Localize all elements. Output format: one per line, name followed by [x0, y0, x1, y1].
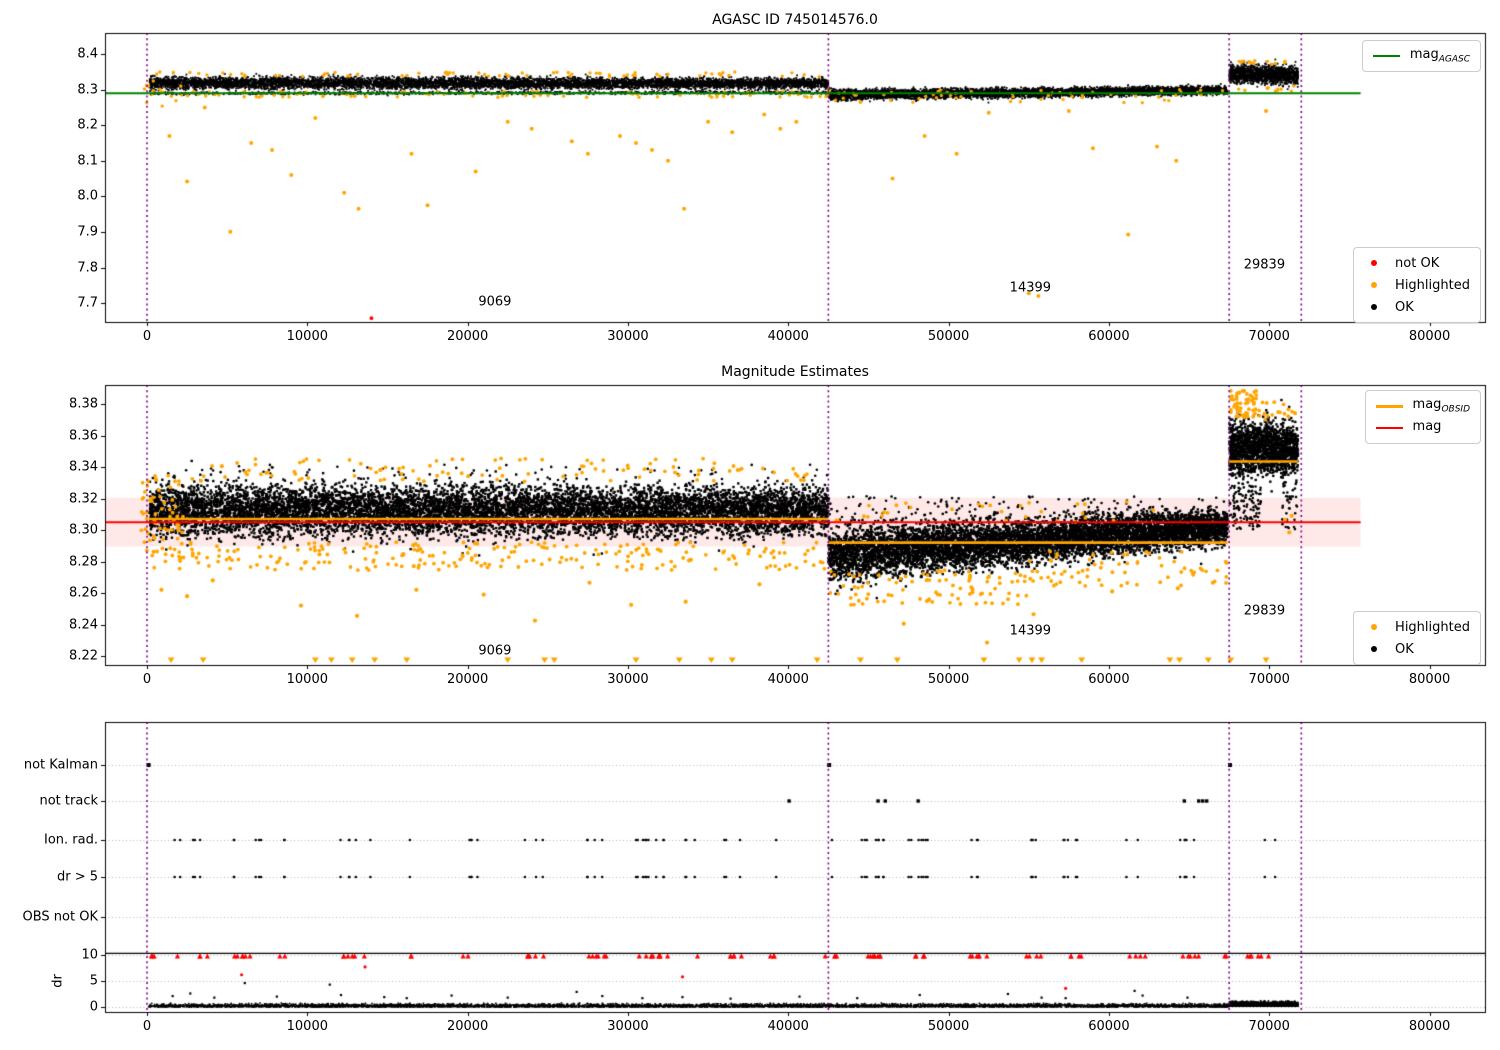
legend-text: mag: [1412, 397, 1442, 413]
x-tick-label: 30000: [607, 329, 649, 344]
y-tick-label: 7.8: [77, 260, 98, 276]
legend-text-sub: AGASC: [1438, 54, 1470, 65]
legend-item-ok: OK: [1364, 638, 1470, 660]
obsid-annotation: 29839: [1243, 257, 1286, 273]
x-tick-label: 80000: [1408, 1019, 1451, 1034]
x-tick-label: 50000: [927, 672, 970, 687]
legend-top-markers: not OK Highlighted OK: [1353, 247, 1481, 323]
legend-text-sub: OBSID: [1441, 404, 1470, 415]
dr-tick-label: 5: [89, 973, 98, 989]
middle-plot-title: Magnitude Estimates: [721, 364, 869, 380]
x-tick-label: 80000: [1408, 329, 1451, 344]
x-tick-label: 60000: [1088, 672, 1130, 687]
x-tick-label: 60000: [1088, 329, 1130, 344]
legend-middle-markers: Highlighted OK: [1353, 611, 1481, 665]
y-tick-label: 8.36: [69, 428, 98, 443]
y-tick-label: 8.30: [69, 522, 98, 538]
x-tick-label: 10000: [286, 1019, 328, 1034]
y-tick-label: 8.3: [77, 82, 98, 98]
x-tick-label: 0: [142, 672, 152, 687]
y-tick-label: 8.32: [69, 491, 98, 506]
x-tick-label: 70000: [1248, 1019, 1290, 1034]
legend-mag-agasc: magAGASC: [1361, 40, 1481, 72]
orange-dot-icon: [1371, 624, 1378, 630]
y-tick-label: 8.4: [77, 46, 98, 62]
x-tick-label: 20000: [446, 672, 489, 687]
y-tick-label: 8.28: [69, 554, 98, 569]
y-tick-label: 8.0: [77, 188, 98, 204]
x-tick-label: 30000: [607, 672, 649, 687]
legend-text: mag: [1412, 419, 1442, 435]
x-tick-label: 60000: [1088, 1019, 1130, 1034]
x-tick-label: 40000: [767, 329, 809, 344]
flag-row-label: not track: [39, 793, 98, 809]
obsid-annotation: 9069: [478, 294, 512, 310]
x-tick-label: 50000: [927, 329, 970, 344]
legend-text: mag: [1409, 47, 1439, 63]
y-tick-label: 8.34: [69, 459, 98, 475]
x-tick-label: 50000: [927, 1019, 970, 1034]
legend-label-mag-obsid: magOBSID: [1413, 397, 1470, 415]
flag-row-label: dr > 5: [56, 869, 98, 885]
y-tick-label: 7.7: [77, 295, 98, 311]
y-tick-label: 8.38: [69, 396, 98, 412]
legend-label-highlighted: Highlighted: [1395, 277, 1470, 293]
orange-dot-icon: [1371, 282, 1378, 288]
obsid-annotation: 14399: [1009, 280, 1052, 296]
legend-label-not-ok: not OK: [1395, 255, 1440, 271]
dr-axis-label: dr: [50, 974, 66, 988]
black-dot-icon: [1371, 646, 1378, 652]
legend-item-mag-agasc: magAGASC: [1372, 45, 1470, 67]
legend-item-mag-obsid: magOBSID: [1375, 395, 1470, 417]
x-tick-label: 40000: [767, 1019, 809, 1034]
flag-row-label: Ion. rad.: [44, 832, 98, 848]
legend-item-mag: mag: [1375, 417, 1470, 439]
red-line-swatch: [1375, 427, 1403, 429]
legend-item-highlighted: Highlighted: [1364, 274, 1470, 296]
legend-label-ok: OK: [1395, 299, 1414, 315]
legend-label-ok: OK: [1395, 641, 1414, 657]
x-tick-label: 0: [142, 1019, 152, 1034]
legend-mag-lines: magOBSID mag: [1364, 390, 1481, 444]
y-tick-label: 7.9: [77, 224, 98, 240]
obsid-annotation: 14399: [1009, 623, 1052, 639]
orange-line-swatch: [1375, 404, 1403, 408]
y-tick-label: 8.24: [69, 617, 98, 632]
black-dot-icon: [1371, 304, 1378, 310]
legend-item-not-ok: not OK: [1364, 252, 1470, 274]
x-tick-label: 10000: [286, 672, 328, 687]
flag-row-label: OBS not OK: [22, 909, 99, 925]
legend-label-mag-agasc: magAGASC: [1410, 47, 1470, 65]
x-tick-label: 10000: [286, 329, 328, 344]
y-tick-label: 8.22: [69, 648, 98, 664]
top-plot-title: AGASC ID 745014576.0: [712, 12, 878, 28]
x-tick-label: 20000: [446, 1019, 489, 1034]
obsid-annotation: 9069: [478, 643, 512, 659]
y-tick-label: 8.2: [77, 117, 98, 133]
flag-row-label: not Kalman: [23, 757, 98, 773]
legend-item-highlighted: Highlighted: [1364, 616, 1470, 638]
x-tick-label: 70000: [1248, 329, 1290, 344]
legend-label-highlighted: Highlighted: [1395, 619, 1470, 635]
y-tick-label: 8.26: [69, 585, 98, 601]
green-line-swatch: [1372, 55, 1400, 57]
obsid-annotation: 29839: [1243, 603, 1286, 619]
x-tick-label: 80000: [1408, 672, 1451, 687]
x-tick-label: 40000: [767, 672, 809, 687]
x-tick-label: 20000: [446, 329, 489, 344]
x-tick-label: 30000: [607, 1019, 649, 1034]
y-tick-label: 8.1: [77, 153, 98, 169]
legend-item-ok: OK: [1364, 296, 1470, 318]
legend-label-mag: mag: [1413, 419, 1442, 437]
dr-tick-label: 10: [81, 947, 98, 963]
red-dot-icon: [1371, 260, 1378, 266]
x-tick-label: 0: [142, 329, 152, 344]
dr-tick-label: 0: [89, 999, 98, 1015]
x-tick-label: 70000: [1248, 672, 1290, 687]
